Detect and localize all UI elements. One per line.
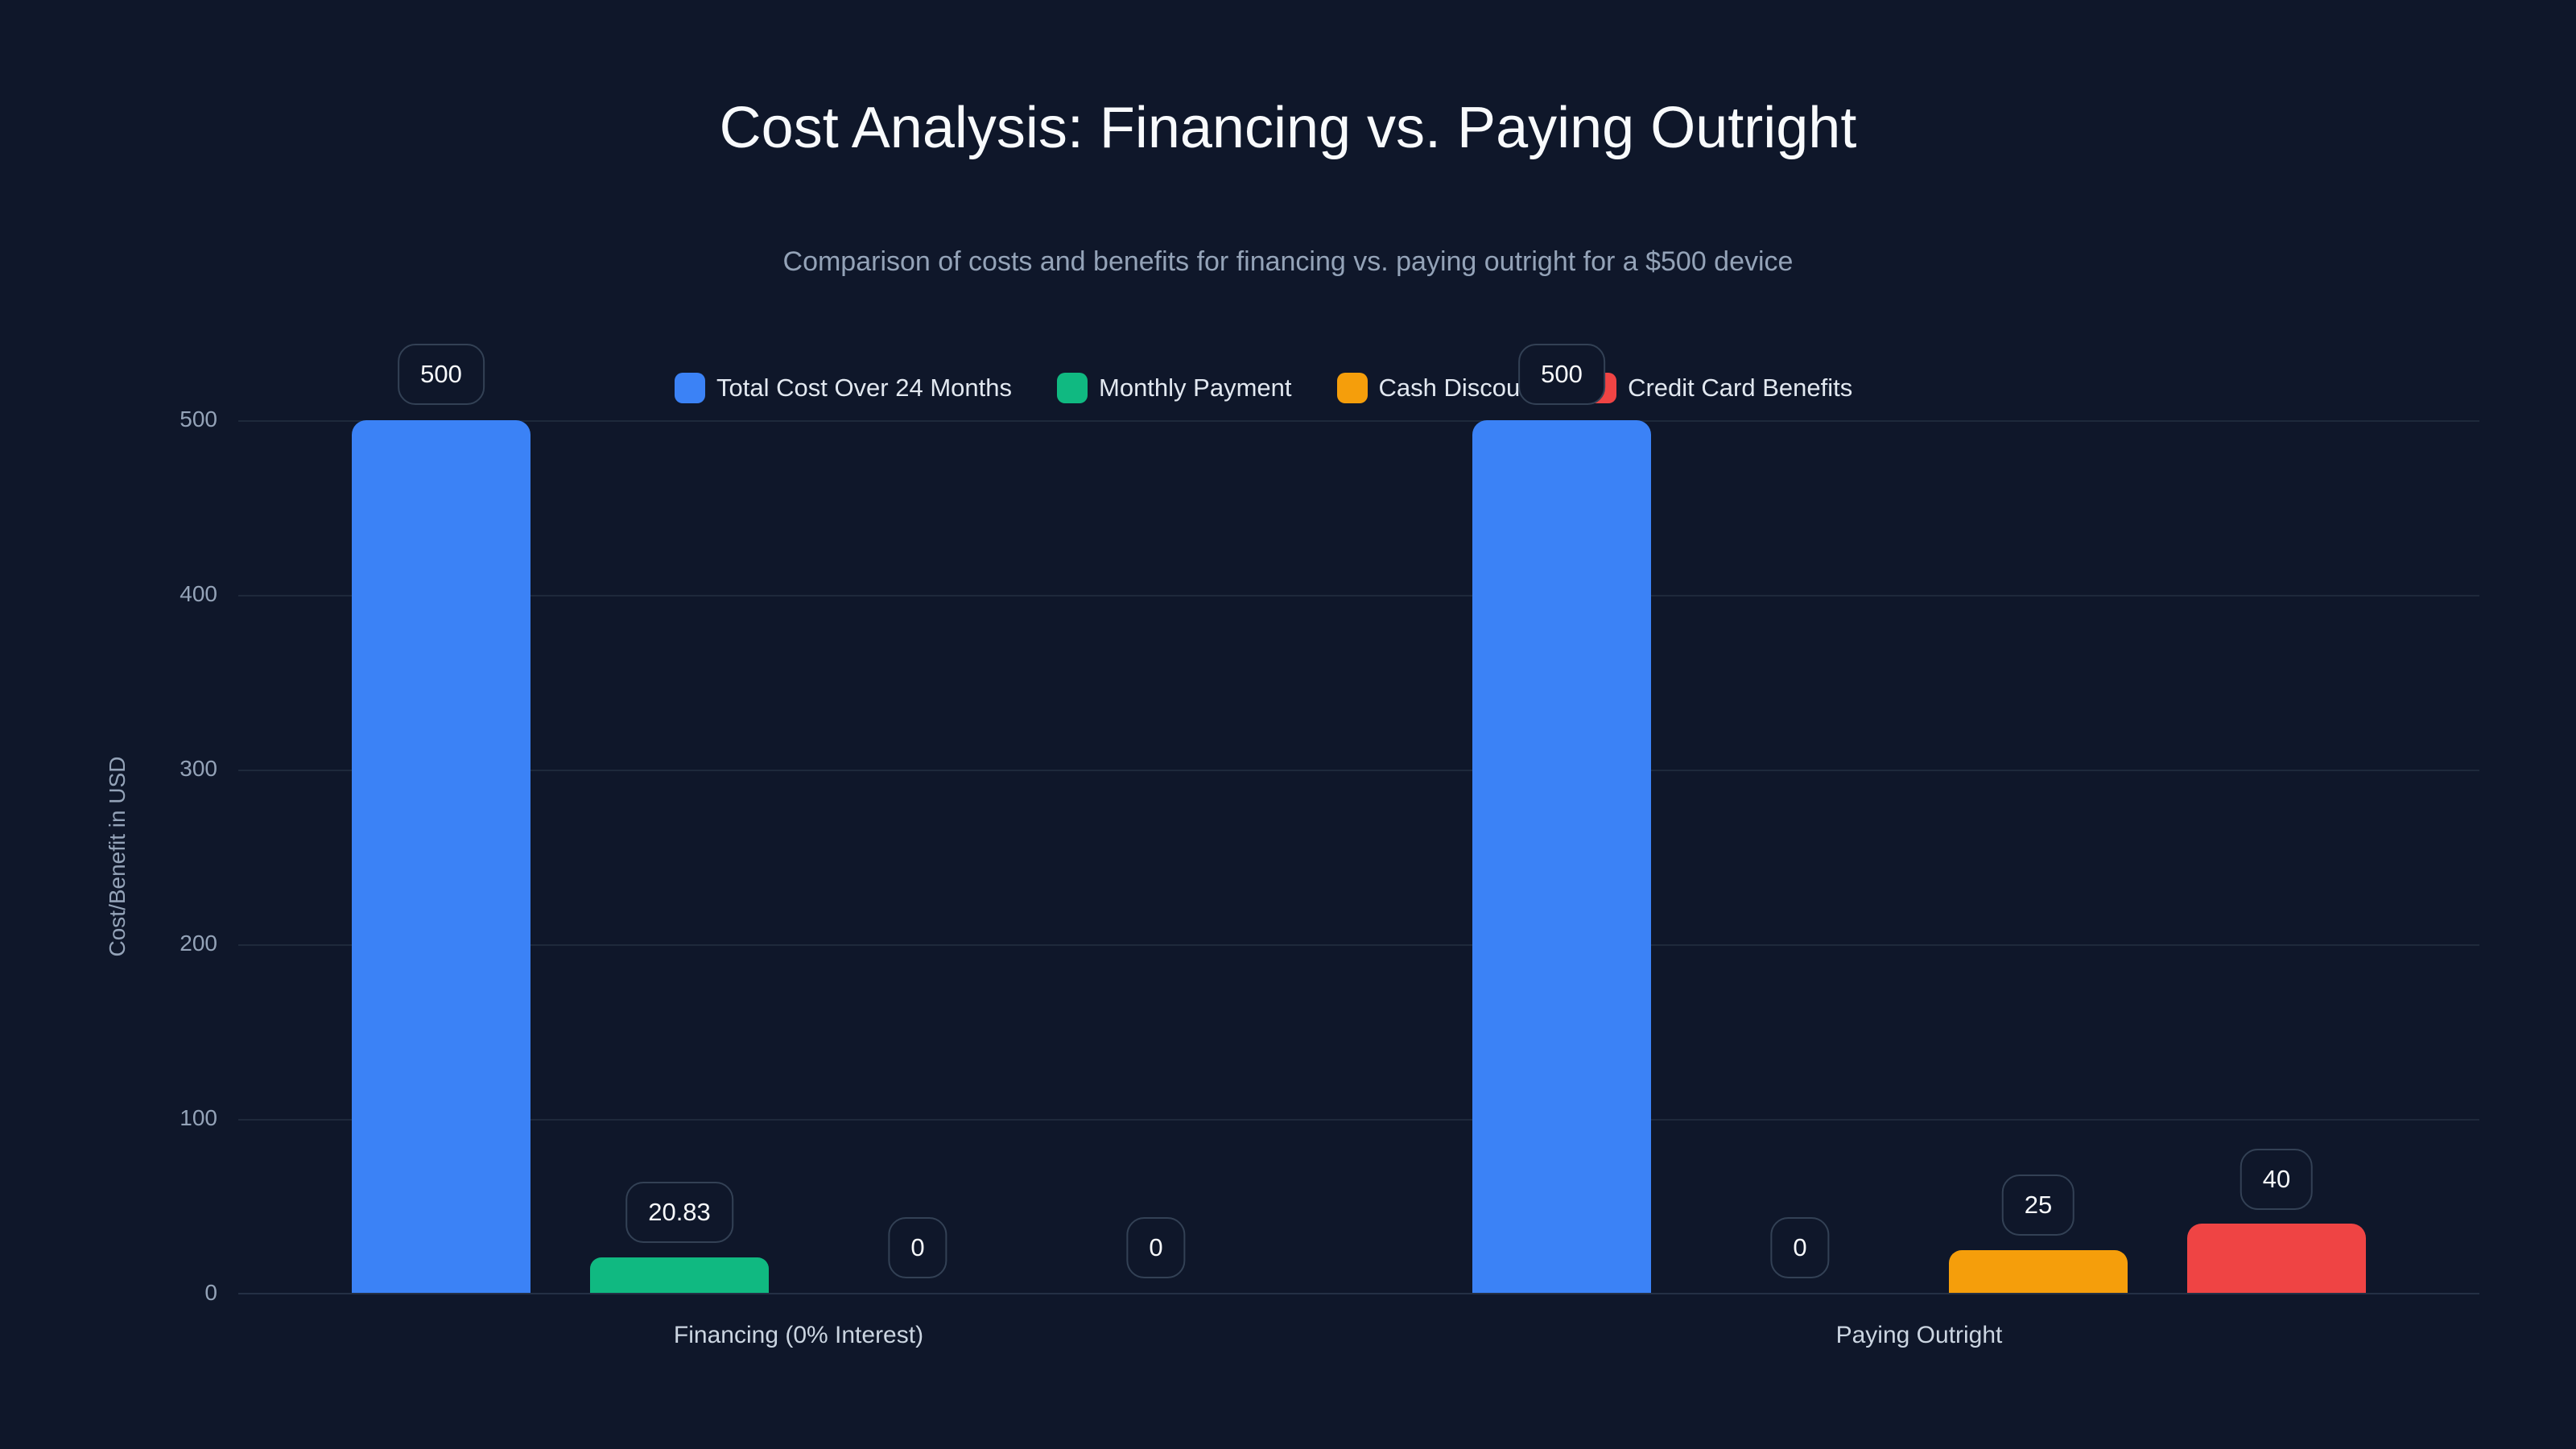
legend-label: Cash Discount	[1378, 374, 1542, 402]
legend-item-monthly-payment[interactable]: Monthly Payment	[1057, 373, 1292, 403]
gridline-500	[238, 420, 2479, 422]
legend-label: Total Cost Over 24 Months	[716, 374, 1012, 402]
x-tick-financing: Financing (0% Interest)	[673, 1322, 924, 1348]
bar-financing-monthly-payment[interactable]	[590, 1257, 769, 1294]
value-label: 0	[888, 1217, 947, 1278]
bar-outright-total-cost[interactable]	[1472, 420, 1651, 1294]
legend-item-total-cost[interactable]: Total Cost Over 24 Months	[675, 373, 1012, 403]
value-label: 0	[1126, 1217, 1186, 1278]
y-tick-0: 0	[204, 1280, 217, 1305]
chart-title: Cost Analysis: Financing vs. Paying Outr…	[719, 96, 1857, 160]
gridline-400	[238, 595, 2479, 597]
legend: Total Cost Over 24 Months Monthly Paymen…	[675, 373, 1897, 403]
legend-swatch-orange-icon	[1336, 373, 1368, 403]
legend-label: Monthly Payment	[1099, 374, 1292, 402]
y-tick-300: 300	[180, 756, 217, 781]
y-tick-100: 100	[180, 1105, 217, 1130]
legend-swatch-green-icon	[1057, 373, 1088, 403]
bar-financing-total-cost[interactable]	[352, 420, 530, 1294]
y-tick-400: 400	[180, 581, 217, 606]
value-label: 40	[2240, 1149, 2314, 1210]
legend-swatch-blue-icon	[675, 373, 705, 403]
x-tick-paying-outright: Paying Outright	[1835, 1322, 2003, 1348]
chart-subtitle: Comparison of costs and benefits for fin…	[782, 246, 1794, 277]
gridline-200	[238, 944, 2479, 946]
bar-outright-credit-card-benefits[interactable]	[2187, 1224, 2366, 1294]
value-label: 500	[1518, 344, 1605, 405]
y-axis-label: Cost/Benefit in USD	[105, 756, 130, 957]
value-label: 20.83	[625, 1182, 733, 1243]
gridline-100	[238, 1119, 2479, 1121]
value-label: 25	[2001, 1174, 2075, 1236]
legend-item-cash-discount[interactable]: Cash Discount	[1336, 373, 1542, 403]
value-label: 0	[1770, 1217, 1830, 1278]
legend-item-credit-card-benefits[interactable]: Credit Card Benefits	[1586, 373, 1852, 403]
bar-outright-cash-discount[interactable]	[1949, 1250, 2128, 1294]
gridline-300	[238, 770, 2479, 771]
legend-label: Credit Card Benefits	[1628, 374, 1853, 402]
value-label: 500	[398, 344, 485, 405]
x-axis-line	[238, 1293, 2479, 1294]
y-tick-500: 500	[180, 407, 217, 431]
y-tick-200: 200	[180, 931, 217, 956]
